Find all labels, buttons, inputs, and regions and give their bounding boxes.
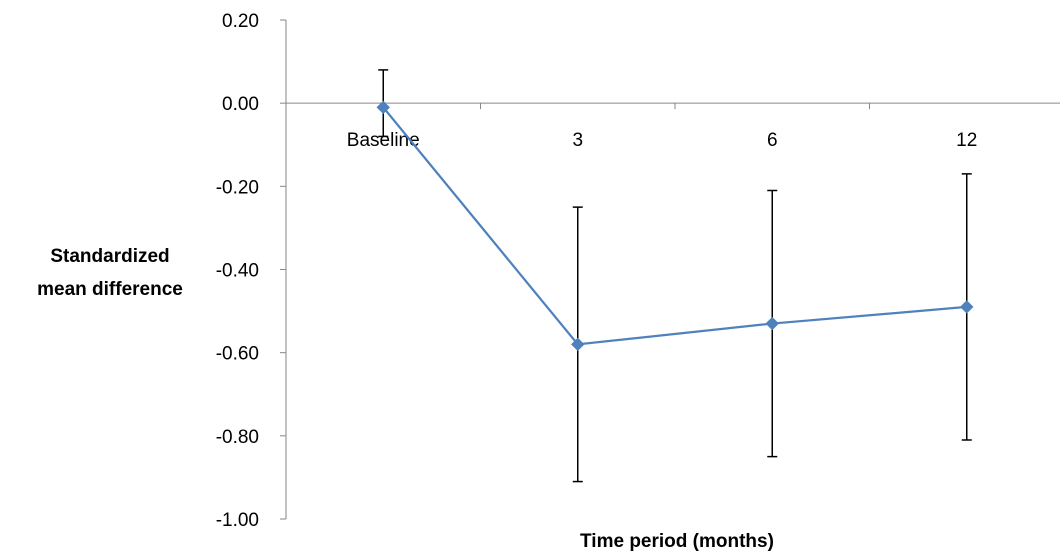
y-tick-label: -0.20: [216, 177, 259, 198]
x-tick-label: 6: [767, 130, 778, 151]
y-axis-title-line-2: mean difference: [37, 279, 183, 300]
x-tick-label: 3: [572, 130, 583, 151]
x-axis: Baseline 3 6 12: [286, 102, 1060, 151]
series: [376, 100, 974, 352]
y-tick-label: 0.20: [222, 11, 259, 32]
x-tick-label: Baseline: [347, 130, 420, 151]
x-axis-title: Time period (months): [580, 531, 774, 552]
x-tick-label: 12: [956, 130, 977, 151]
y-tick-label: -0.60: [216, 344, 259, 365]
error-bars: [378, 69, 972, 483]
data-point-marker: [765, 316, 779, 331]
y-tick-label: -0.40: [216, 261, 259, 282]
y-axis: 0.20 0.00 -0.20 -0.40 -0.60 -0.80 -1.00: [216, 11, 287, 531]
data-point-marker: [571, 337, 585, 352]
y-tick-label: -1.00: [216, 510, 259, 531]
data-point-marker: [960, 300, 974, 314]
y-tick-label: 0.00: [222, 94, 259, 115]
y-tick-label: -0.80: [216, 427, 259, 448]
series-line: [382, 106, 967, 346]
y-axis-title-line-1: Standardized: [50, 246, 169, 267]
data-point-marker: [376, 100, 390, 115]
